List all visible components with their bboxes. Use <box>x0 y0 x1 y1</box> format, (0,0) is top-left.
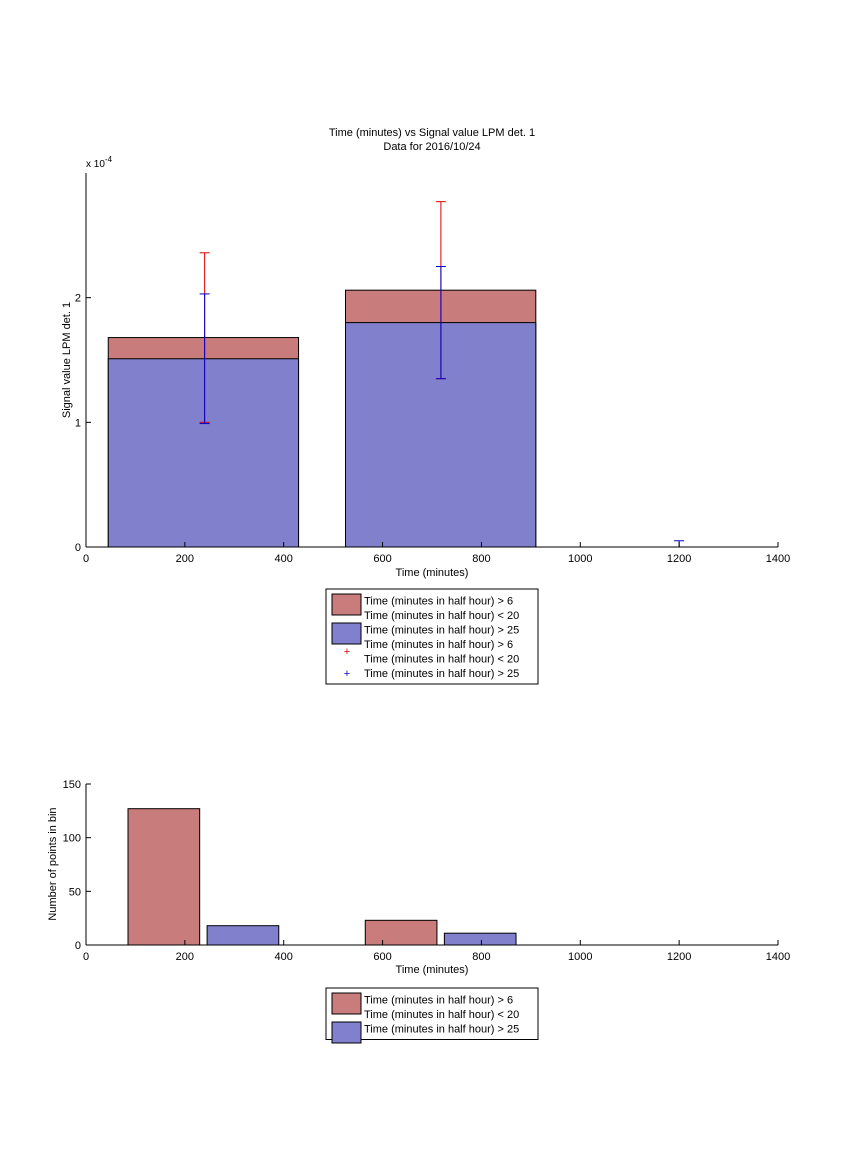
axes: 0 200 400 600 800 1000 1200 1400 0 50 100 150 <box>63 779 791 963</box>
y-tick-label: 1 <box>75 417 81 429</box>
error-bar-group <box>199 201 685 548</box>
x-tick-label: 1400 <box>766 951 790 963</box>
y-tick-label: 0 <box>75 940 81 952</box>
x-tick-label: 1400 <box>766 553 790 565</box>
legend-label: Time (minutes in half hour) > 25 <box>364 668 519 680</box>
legend-swatch <box>331 622 362 645</box>
x-axis-label: Time (minutes) <box>396 964 469 976</box>
bar-red <box>364 919 438 946</box>
legend-label: Time (minutes in half hour) < 20 <box>364 654 519 666</box>
axes: 0 200 400 600 800 1000 1200 1400 0 1 2 <box>75 173 790 565</box>
x-tick-label: 600 <box>373 951 391 963</box>
y-tick-label: 100 <box>63 833 81 845</box>
y-exponent-power: -4 <box>105 155 113 164</box>
legend-label: Time (minutes in half hour) > 6 <box>364 995 513 1007</box>
legend-swatch <box>331 593 362 616</box>
chart-title: Time (minutes) vs Signal value LPM det. … <box>329 127 535 139</box>
x-tick-label: 1000 <box>568 553 592 565</box>
x-tick-label: 400 <box>275 951 293 963</box>
x-tick-label: 200 <box>176 951 194 963</box>
legend: Time (minutes in half hour) > 6 Time (min… <box>325 588 539 685</box>
y-exponent-label: x 10-4 <box>86 155 113 170</box>
y-tick-label: 50 <box>69 886 81 898</box>
legend-marker: + <box>344 646 350 658</box>
count-chart: 0 200 400 600 800 1000 1200 1400 0 50 100 150 Time … <box>47 779 791 1044</box>
x-tick-label: 0 <box>83 553 89 565</box>
y-tick-label: 0 <box>75 542 81 554</box>
y-tick-label: 150 <box>63 779 81 791</box>
y-axis-label: Signal value LPM det. 1 <box>61 302 73 418</box>
x-tick-label: 1200 <box>667 553 691 565</box>
x-tick-label: 400 <box>275 553 293 565</box>
x-tick-label: 0 <box>83 951 89 963</box>
x-tick-label: 1200 <box>667 951 691 963</box>
x-tick-label: 200 <box>176 553 194 565</box>
bar-blue <box>206 925 280 946</box>
x-tick-label: 600 <box>373 553 391 565</box>
bar-group <box>107 289 537 548</box>
bar-blue <box>107 358 300 548</box>
legend-label: Time (minutes in half hour) < 20 <box>364 1009 519 1021</box>
chart-subtitle: Data for 2016/10/24 <box>383 141 480 153</box>
x-tick-label: 800 <box>472 553 490 565</box>
legend-swatch <box>331 992 362 1015</box>
x-tick-label: 800 <box>472 951 490 963</box>
legend: Time (minutes in half hour) > 6 Time (min… <box>325 987 539 1044</box>
legend-label: Time (minutes in half hour) > 25 <box>364 1024 519 1036</box>
signal-chart: Time (minutes) vs Signal value LPM det. … <box>61 127 790 685</box>
x-axis-label: Time (minutes) <box>396 567 469 579</box>
x-tick-label: 1000 <box>568 951 592 963</box>
bar-red <box>127 808 201 946</box>
legend-marker: + <box>344 668 350 680</box>
legend-label: Time (minutes in half hour) > 6 <box>364 639 513 651</box>
bar-group <box>127 808 517 946</box>
legend-label: Time (minutes in half hour) > 25 <box>364 625 519 637</box>
y-exponent-base: x 10 <box>86 159 105 170</box>
legend-label: Time (minutes in half hour) < 20 <box>364 610 519 622</box>
legend-label: Time (minutes in half hour) > 6 <box>364 596 513 608</box>
y-tick-label: 2 <box>75 293 81 305</box>
bar-blue <box>443 932 517 946</box>
y-axis-label: Number of points in bin <box>47 807 59 920</box>
legend-swatch <box>331 1021 362 1044</box>
